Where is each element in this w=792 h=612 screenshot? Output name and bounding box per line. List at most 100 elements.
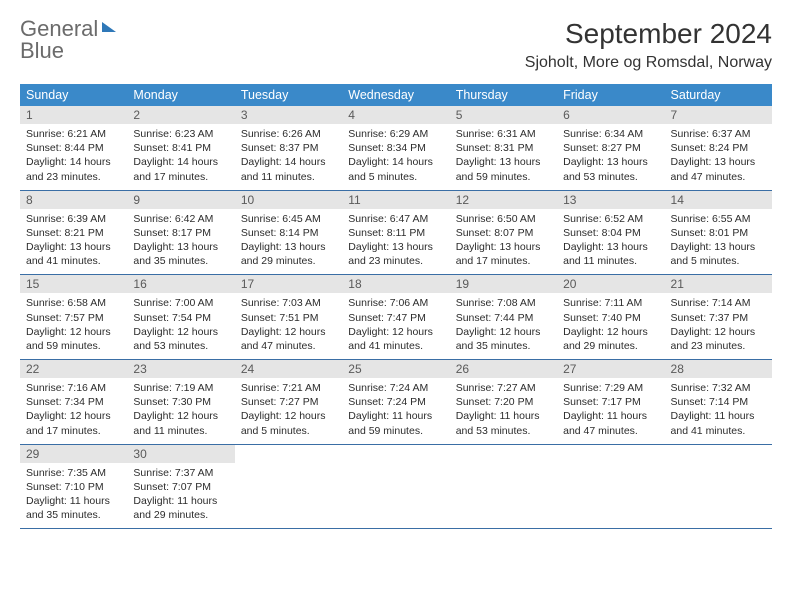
weekday-header: Monday [127, 84, 234, 106]
calendar-day-cell: 4Sunrise: 6:29 AMSunset: 8:34 PMDaylight… [342, 106, 449, 190]
calendar-day-cell: 12Sunrise: 6:50 AMSunset: 8:07 PMDayligh… [450, 190, 557, 275]
day-number: 7 [665, 106, 772, 124]
daylight-line: Daylight: 11 hours and 41 minutes. [671, 409, 766, 437]
weekday-header: Thursday [450, 84, 557, 106]
logo: General Blue [20, 18, 116, 62]
sunrise-line: Sunrise: 7:16 AM [26, 381, 121, 395]
day-number: 11 [342, 191, 449, 209]
sunset-line: Sunset: 7:10 PM [26, 480, 121, 494]
sunset-line: Sunset: 7:30 PM [133, 395, 228, 409]
calendar-day-cell: 30Sunrise: 7:37 AMSunset: 7:07 PMDayligh… [127, 444, 234, 529]
daylight-line: Daylight: 13 hours and 41 minutes. [26, 240, 121, 268]
sunrise-line: Sunrise: 6:45 AM [241, 212, 336, 226]
day-number: 2 [127, 106, 234, 124]
weekday-header: Sunday [20, 84, 127, 106]
daylight-line: Daylight: 12 hours and 35 minutes. [456, 325, 551, 353]
sunrise-line: Sunrise: 7:06 AM [348, 296, 443, 310]
calendar-day-cell: 3Sunrise: 6:26 AMSunset: 8:37 PMDaylight… [235, 106, 342, 190]
sunset-line: Sunset: 7:40 PM [563, 311, 658, 325]
calendar-day-cell: 20Sunrise: 7:11 AMSunset: 7:40 PMDayligh… [557, 275, 664, 360]
sunrise-line: Sunrise: 6:50 AM [456, 212, 551, 226]
day-details: Sunrise: 6:52 AMSunset: 8:04 PMDaylight:… [557, 209, 664, 275]
daylight-line: Daylight: 12 hours and 29 minutes. [563, 325, 658, 353]
daylight-line: Daylight: 12 hours and 47 minutes. [241, 325, 336, 353]
daylight-line: Daylight: 11 hours and 29 minutes. [133, 494, 228, 522]
day-details: Sunrise: 7:03 AMSunset: 7:51 PMDaylight:… [235, 293, 342, 359]
sunset-line: Sunset: 7:17 PM [563, 395, 658, 409]
sunrise-line: Sunrise: 7:27 AM [456, 381, 551, 395]
day-details: Sunrise: 7:19 AMSunset: 7:30 PMDaylight:… [127, 378, 234, 444]
calendar-day-cell: 29Sunrise: 7:35 AMSunset: 7:10 PMDayligh… [20, 444, 127, 529]
calendar-week-row: 29Sunrise: 7:35 AMSunset: 7:10 PMDayligh… [20, 444, 772, 529]
calendar-week-row: 15Sunrise: 6:58 AMSunset: 7:57 PMDayligh… [20, 275, 772, 360]
calendar-day-cell: .. [450, 444, 557, 529]
sunrise-line: Sunrise: 7:19 AM [133, 381, 228, 395]
day-details: Sunrise: 7:29 AMSunset: 7:17 PMDaylight:… [557, 378, 664, 444]
weekday-header: Friday [557, 84, 664, 106]
logo-word2: Blue [20, 40, 98, 62]
day-details: Sunrise: 6:31 AMSunset: 8:31 PMDaylight:… [450, 124, 557, 190]
day-number: 23 [127, 360, 234, 378]
daylight-line: Daylight: 14 hours and 23 minutes. [26, 155, 121, 183]
day-number: 30 [127, 445, 234, 463]
daylight-line: Daylight: 11 hours and 53 minutes. [456, 409, 551, 437]
page-title: September 2024 [525, 18, 772, 50]
day-number: 26 [450, 360, 557, 378]
daylight-line: Daylight: 13 hours and 17 minutes. [456, 240, 551, 268]
day-number: 14 [665, 191, 772, 209]
calendar-day-cell: 26Sunrise: 7:27 AMSunset: 7:20 PMDayligh… [450, 360, 557, 445]
day-details: Sunrise: 7:14 AMSunset: 7:37 PMDaylight:… [665, 293, 772, 359]
sunset-line: Sunset: 8:27 PM [563, 141, 658, 155]
calendar-day-cell: 5Sunrise: 6:31 AMSunset: 8:31 PMDaylight… [450, 106, 557, 190]
calendar-week-row: 1Sunrise: 6:21 AMSunset: 8:44 PMDaylight… [20, 106, 772, 190]
sunset-line: Sunset: 8:01 PM [671, 226, 766, 240]
day-number: 10 [235, 191, 342, 209]
day-number: 27 [557, 360, 664, 378]
day-details: Sunrise: 6:58 AMSunset: 7:57 PMDaylight:… [20, 293, 127, 359]
sunrise-line: Sunrise: 6:26 AM [241, 127, 336, 141]
day-details: Sunrise: 7:27 AMSunset: 7:20 PMDaylight:… [450, 378, 557, 444]
sunrise-line: Sunrise: 6:47 AM [348, 212, 443, 226]
calendar-day-cell: 9Sunrise: 6:42 AMSunset: 8:17 PMDaylight… [127, 190, 234, 275]
calendar-day-cell: .. [235, 444, 342, 529]
day-details: Sunrise: 6:45 AMSunset: 8:14 PMDaylight:… [235, 209, 342, 275]
sunset-line: Sunset: 7:20 PM [456, 395, 551, 409]
sunrise-line: Sunrise: 7:35 AM [26, 466, 121, 480]
daylight-line: Daylight: 13 hours and 35 minutes. [133, 240, 228, 268]
sunset-line: Sunset: 7:24 PM [348, 395, 443, 409]
day-details: Sunrise: 6:37 AMSunset: 8:24 PMDaylight:… [665, 124, 772, 190]
calendar-day-cell: 28Sunrise: 7:32 AMSunset: 7:14 PMDayligh… [665, 360, 772, 445]
daylight-line: Daylight: 11 hours and 35 minutes. [26, 494, 121, 522]
sunset-line: Sunset: 8:44 PM [26, 141, 121, 155]
calendar-day-cell: 15Sunrise: 6:58 AMSunset: 7:57 PMDayligh… [20, 275, 127, 360]
calendar-day-cell: 27Sunrise: 7:29 AMSunset: 7:17 PMDayligh… [557, 360, 664, 445]
daylight-line: Daylight: 13 hours and 59 minutes. [456, 155, 551, 183]
day-number: 4 [342, 106, 449, 124]
daylight-line: Daylight: 13 hours and 23 minutes. [348, 240, 443, 268]
sunset-line: Sunset: 8:04 PM [563, 226, 658, 240]
daylight-line: Daylight: 13 hours and 29 minutes. [241, 240, 336, 268]
daylight-line: Daylight: 12 hours and 59 minutes. [26, 325, 121, 353]
day-number: 15 [20, 275, 127, 293]
day-details: Sunrise: 7:11 AMSunset: 7:40 PMDaylight:… [557, 293, 664, 359]
calendar-day-cell: .. [665, 444, 772, 529]
sunset-line: Sunset: 7:37 PM [671, 311, 766, 325]
daylight-line: Daylight: 12 hours and 23 minutes. [671, 325, 766, 353]
calendar-day-cell: 10Sunrise: 6:45 AMSunset: 8:14 PMDayligh… [235, 190, 342, 275]
day-number: 20 [557, 275, 664, 293]
daylight-line: Daylight: 14 hours and 17 minutes. [133, 155, 228, 183]
logo-triangle-icon [102, 22, 116, 32]
sunset-line: Sunset: 7:57 PM [26, 311, 121, 325]
day-details: Sunrise: 7:35 AMSunset: 7:10 PMDaylight:… [20, 463, 127, 529]
daylight-line: Daylight: 12 hours and 41 minutes. [348, 325, 443, 353]
day-number: 13 [557, 191, 664, 209]
sunset-line: Sunset: 7:47 PM [348, 311, 443, 325]
sunrise-line: Sunrise: 6:39 AM [26, 212, 121, 226]
sunrise-line: Sunrise: 7:32 AM [671, 381, 766, 395]
sunrise-line: Sunrise: 6:55 AM [671, 212, 766, 226]
day-number: 21 [665, 275, 772, 293]
location: Sjoholt, More og Romsdal, Norway [525, 54, 772, 72]
calendar-day-cell: 21Sunrise: 7:14 AMSunset: 7:37 PMDayligh… [665, 275, 772, 360]
weekday-header: Tuesday [235, 84, 342, 106]
daylight-line: Daylight: 11 hours and 59 minutes. [348, 409, 443, 437]
